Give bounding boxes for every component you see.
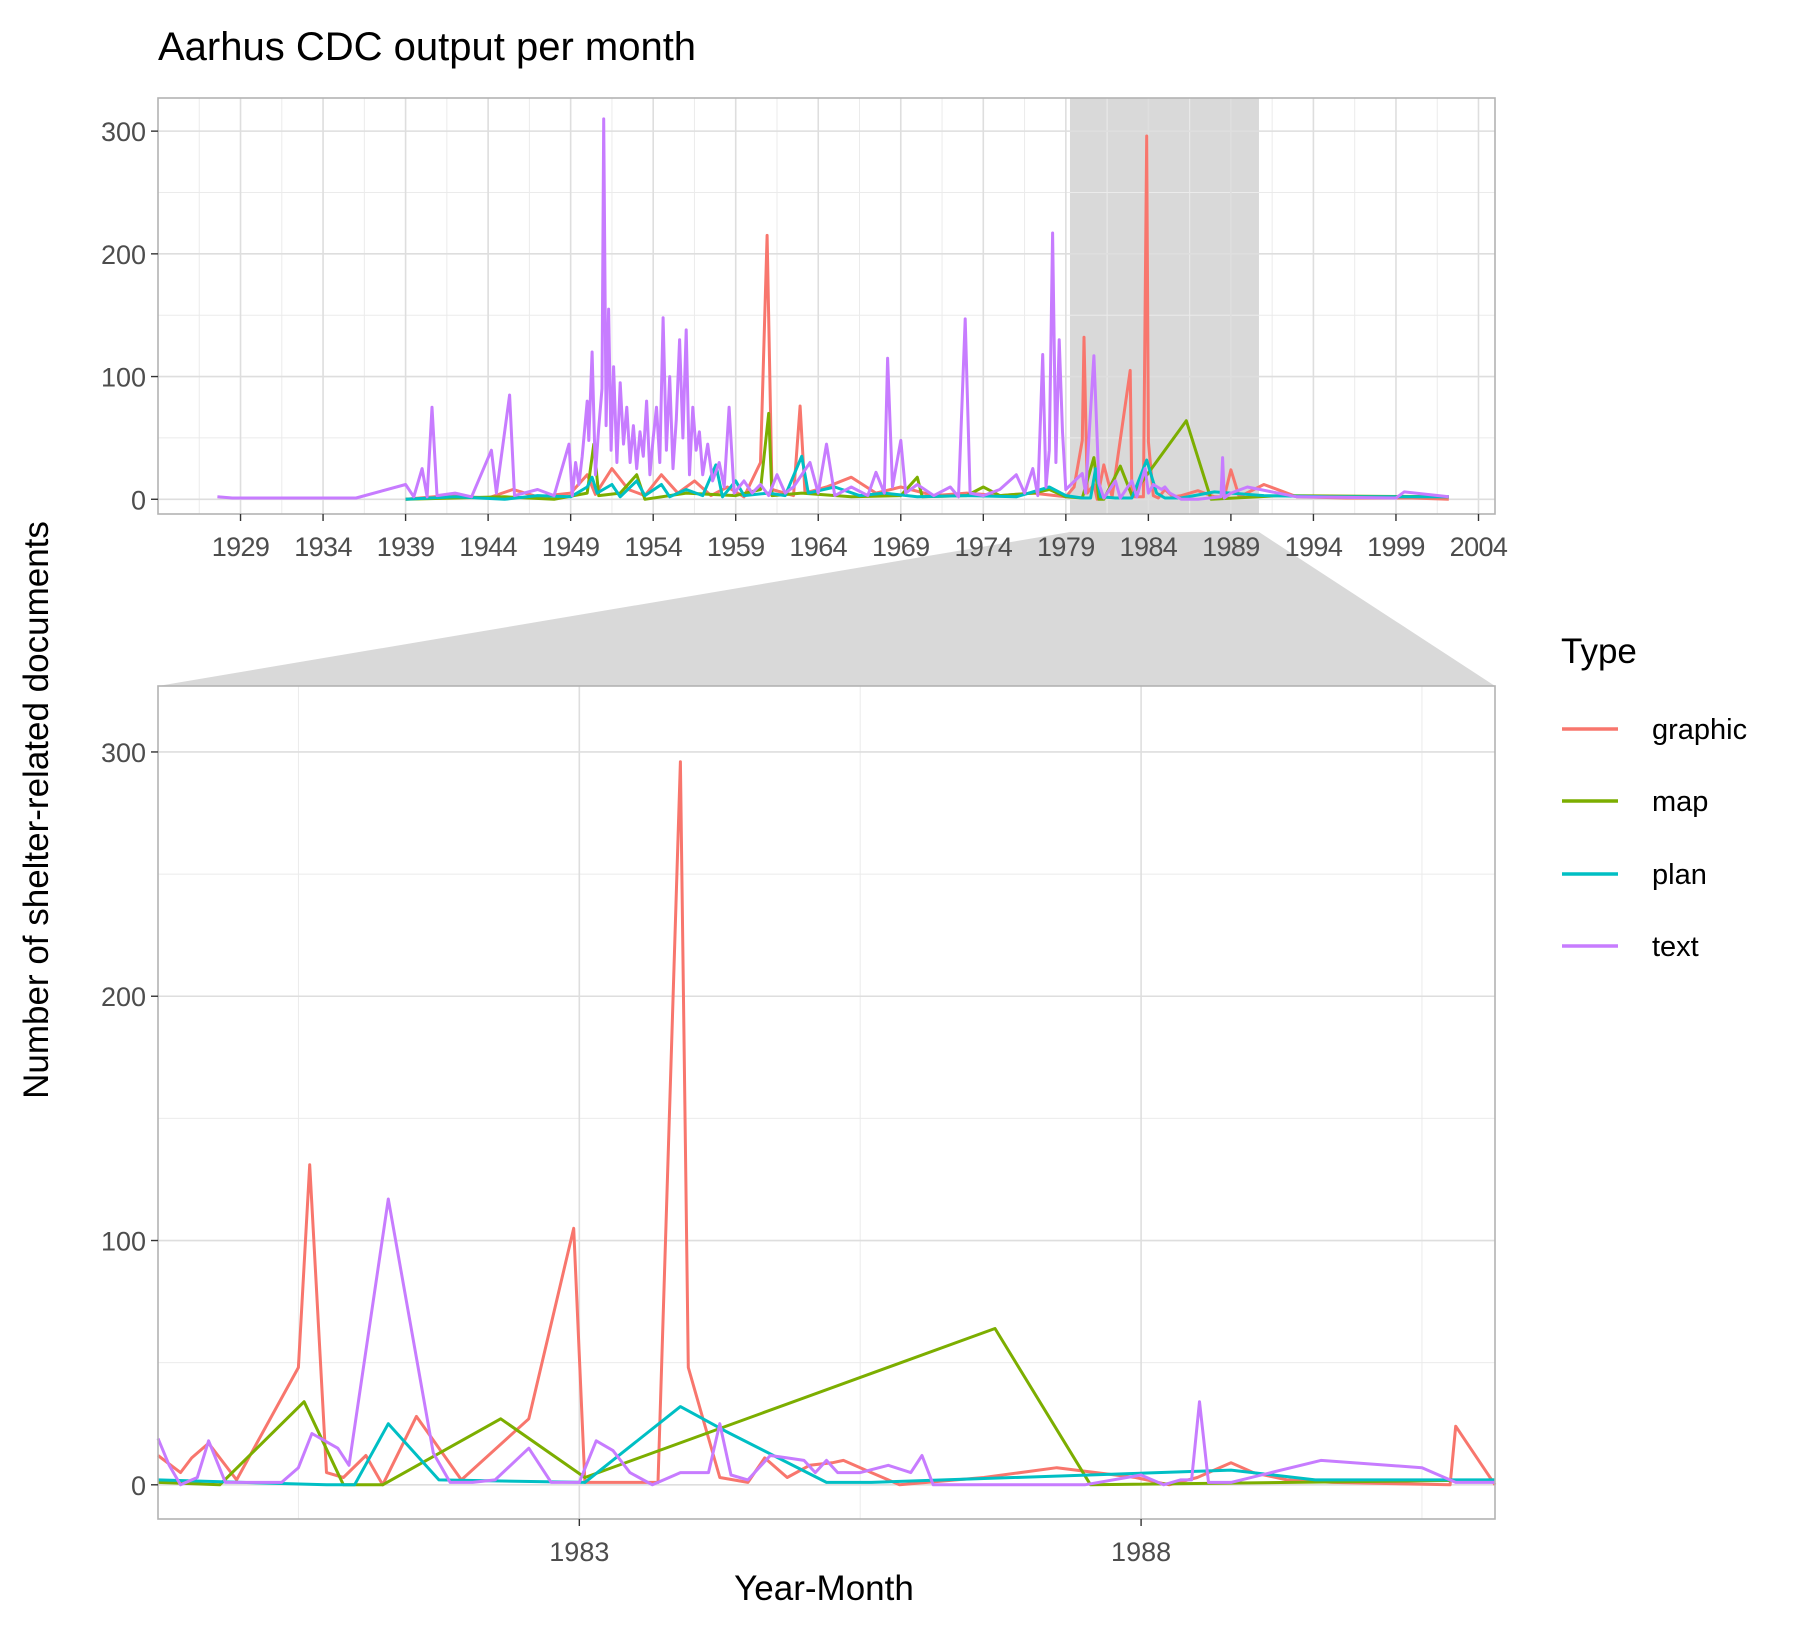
legend-label-text: text bbox=[1652, 931, 1699, 963]
legend-item-plan: plan bbox=[1562, 859, 1707, 891]
overview-panel-border bbox=[157, 97, 1496, 515]
overview-x-tick-label: 1979 bbox=[1037, 532, 1095, 562]
x-axis-title: Year-Month bbox=[734, 1569, 914, 1608]
overview-y-tick-label: 0 bbox=[131, 485, 146, 515]
legend-label-plan: plan bbox=[1652, 859, 1707, 891]
detail-series-map bbox=[157, 1327, 1496, 1487]
overview-x-tick-label: 1954 bbox=[624, 532, 682, 562]
detail-series-graphic bbox=[157, 760, 1497, 1487]
detail-panel: 0 100 200 300 1983 1988 bbox=[101, 685, 1497, 1567]
detail-y-tick-label: 100 bbox=[101, 1227, 146, 1257]
detail-series-text bbox=[156, 1197, 1495, 1487]
overview-x-tick-label: 1989 bbox=[1202, 532, 1260, 562]
detail-y-tick-label: 300 bbox=[101, 738, 146, 768]
overview-x-tick-label: 1994 bbox=[1285, 532, 1343, 562]
detail-y-tick-label: 0 bbox=[131, 1471, 146, 1501]
overview-x-tick-label: 1934 bbox=[294, 532, 352, 562]
legend-label-graphic: graphic bbox=[1652, 714, 1747, 746]
overview-highlight-band bbox=[1069, 98, 1259, 514]
overview-x-tick-label: 1974 bbox=[954, 532, 1012, 562]
detail-gridlines bbox=[158, 686, 1495, 1519]
overview-x-tick-label: 1944 bbox=[459, 532, 517, 562]
overview-x-tick-label: 2004 bbox=[1450, 532, 1508, 562]
legend: Type graphic map plan text bbox=[1561, 632, 1747, 963]
legend-item-text: text bbox=[1562, 931, 1699, 963]
overview-series-plan bbox=[405, 454, 1449, 501]
overview-x-tick-label: 1964 bbox=[789, 532, 847, 562]
overview-y-tick-label: 100 bbox=[101, 363, 146, 393]
overview-x-tick-label: 1984 bbox=[1120, 532, 1178, 562]
overview-series-map bbox=[405, 411, 1449, 501]
detail-x-tick-label: 1983 bbox=[549, 1537, 609, 1567]
y-axis-title: Number of shelter-related documents bbox=[17, 521, 56, 1099]
overview-x-tick-label: 1939 bbox=[377, 532, 435, 562]
detail-panel-border bbox=[157, 685, 1496, 1520]
chart-title: Aarhus CDC output per month bbox=[158, 25, 696, 69]
overview-x-tick-label: 1999 bbox=[1367, 532, 1425, 562]
detail-series-plan bbox=[157, 1405, 1495, 1487]
overview-series-graphic bbox=[405, 134, 1449, 501]
detail-y-tick-label: 200 bbox=[101, 982, 146, 1012]
zoom-connector bbox=[158, 532, 1495, 686]
legend-item-map: map bbox=[1562, 786, 1708, 818]
overview-x-tick-label: 1929 bbox=[212, 532, 270, 562]
overview-series-text bbox=[217, 117, 1449, 501]
legend-label-map: map bbox=[1652, 786, 1708, 818]
detail-x-tick-label: 1988 bbox=[1111, 1537, 1171, 1567]
legend-item-graphic: graphic bbox=[1562, 714, 1747, 746]
overview-y-tick-label: 300 bbox=[101, 117, 146, 147]
overview-y-tick-label: 200 bbox=[101, 240, 146, 270]
overview-x-tick-label: 1959 bbox=[707, 532, 765, 562]
overview-x-tick-label: 1969 bbox=[872, 532, 930, 562]
overview-panel: 0 100 200 300 1929 1934 1939 1944 1949 1954 1959 19… bbox=[101, 97, 1509, 562]
legend-title: Type bbox=[1561, 632, 1637, 671]
overview-x-tick-label: 1949 bbox=[542, 532, 600, 562]
